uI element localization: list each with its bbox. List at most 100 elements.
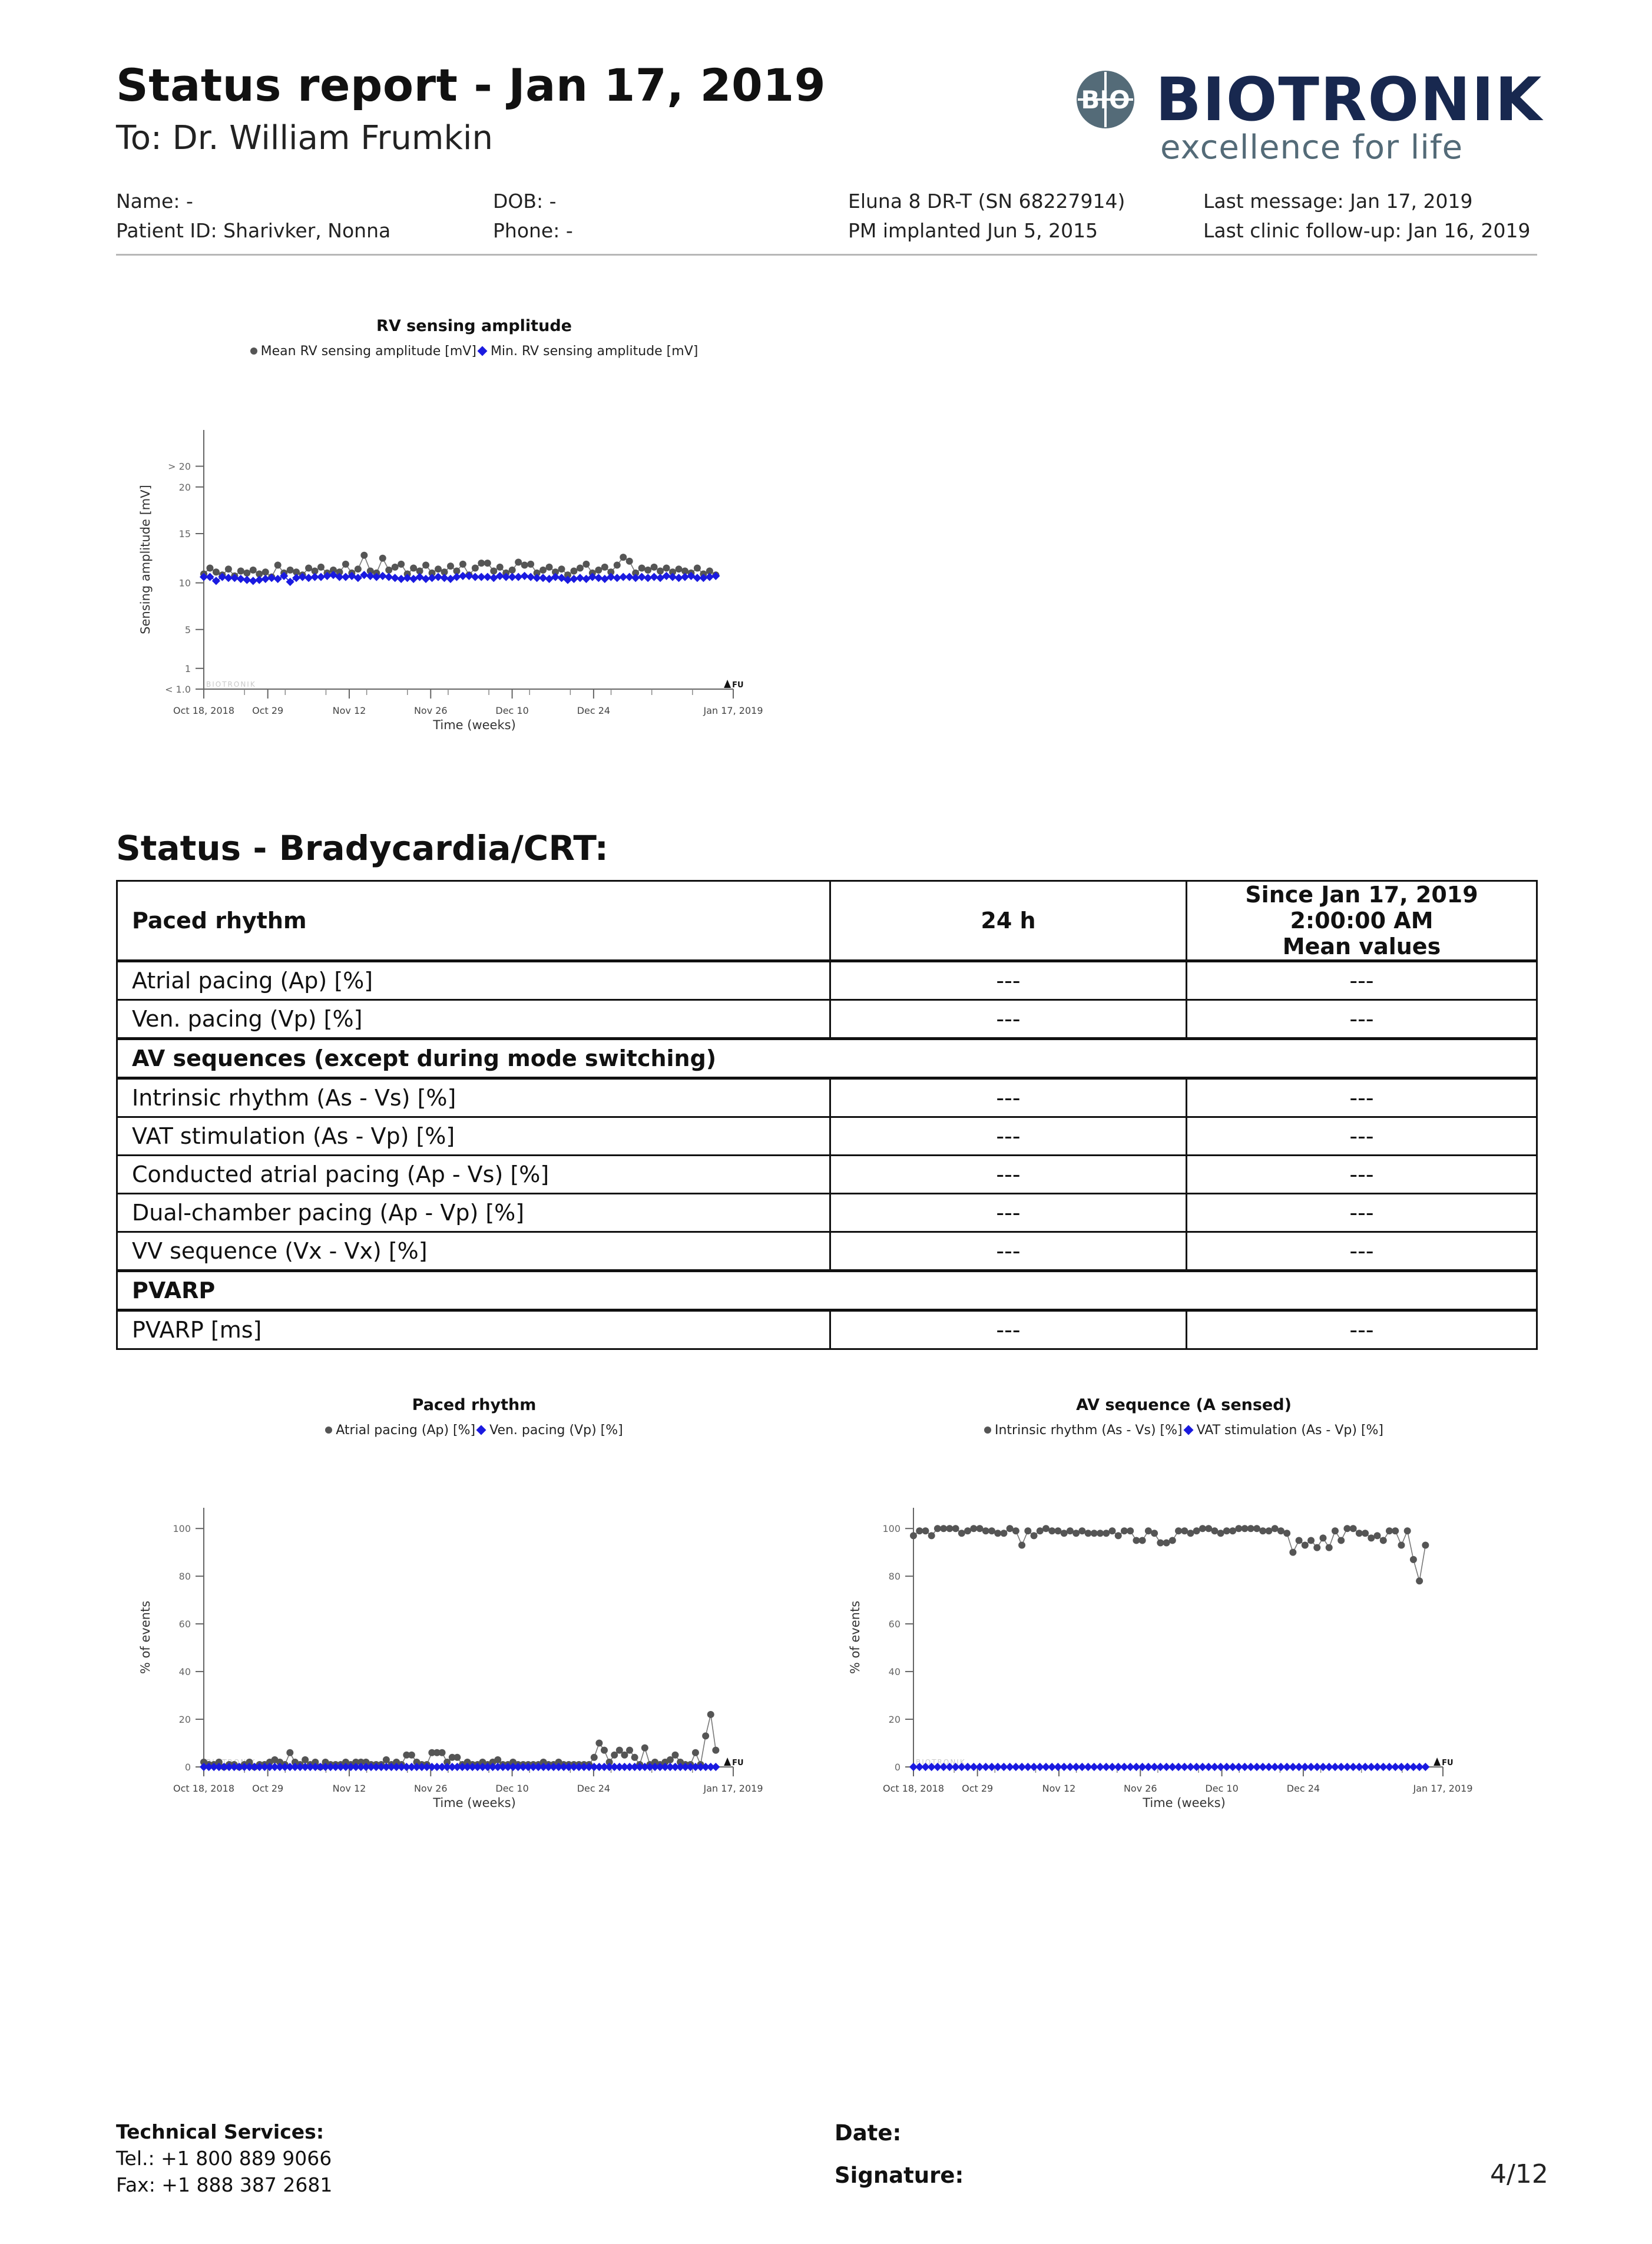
data-point [1090, 1530, 1098, 1537]
paced-chart-legend: Atrial pacing (Ap) [%] Ven. pacing (Vp) [… [180, 1423, 769, 1438]
data-point [613, 574, 621, 582]
data-point [1295, 1537, 1303, 1544]
data-point [958, 1530, 965, 1537]
header-24h: 24 h [829, 880, 1187, 962]
data-point [273, 574, 282, 583]
data-point [1385, 1527, 1393, 1535]
data-point [515, 558, 522, 566]
data-point [1283, 1530, 1291, 1537]
patient-name: Name: - [116, 190, 193, 213]
legend-asvs-label: Intrinsic rhythm (As - Vs) [%] [994, 1423, 1183, 1438]
data-point [385, 572, 393, 581]
data-point [1338, 1537, 1345, 1544]
data-point [459, 560, 466, 568]
last-followup: Last clinic follow-up: Jan 16, 2019 [1203, 219, 1531, 242]
data-point [410, 564, 418, 572]
row-value-24h: --- [829, 1193, 1187, 1233]
data-point [1163, 1539, 1170, 1547]
rv-sensing-chart: > 20 20 15 10 5 1 < 1.0 Sensing amplitude [mV] O… [138, 430, 763, 732]
data-point [590, 1753, 598, 1761]
data-point [570, 574, 578, 583]
y-axis-label: % of events [848, 1601, 862, 1674]
data-point [1144, 1527, 1152, 1535]
data-point [428, 574, 436, 582]
data-point [453, 567, 461, 575]
x-axis-label: Time (weeks) [432, 718, 516, 732]
data-point [588, 572, 597, 581]
data-point [1006, 1525, 1014, 1533]
data-point [520, 571, 529, 580]
row-label: PVARP [ms] [116, 1309, 831, 1350]
x-tick-label: Dec 10 [495, 1783, 528, 1794]
data-point [1368, 1534, 1375, 1542]
data-point [621, 1751, 628, 1759]
data-point [428, 569, 436, 577]
data-point [952, 1525, 959, 1533]
av-chart-title: AV sequence (A sensed) [1076, 1396, 1292, 1414]
data-point [305, 564, 313, 572]
row-value-24h: --- [829, 999, 1187, 1040]
data-point [224, 565, 232, 573]
data-point [237, 567, 244, 575]
data-point [249, 577, 257, 585]
logo-wordmark: BIOTRONIK [1156, 65, 1543, 135]
data-point [286, 566, 294, 574]
data-point [478, 560, 485, 567]
data-point [490, 567, 498, 575]
x-tick-label: Nov 26 [1124, 1783, 1157, 1794]
y-tick-label: 0 [185, 1762, 191, 1773]
data-point [206, 572, 214, 581]
data-point [582, 560, 590, 568]
data-point [452, 572, 461, 581]
data-point [256, 570, 263, 578]
data-point [458, 571, 467, 580]
data-point [329, 571, 338, 580]
data-point [625, 572, 634, 581]
data-point [342, 560, 349, 568]
data-point [249, 566, 257, 574]
data-point [650, 563, 658, 571]
row-value-24h: --- [829, 1077, 1187, 1118]
data-point [1030, 1532, 1038, 1540]
data-point [916, 1527, 923, 1535]
data-point [600, 1746, 608, 1754]
data-point [1078, 1527, 1086, 1535]
data-point [292, 574, 301, 582]
x-tick-label: Nov 12 [333, 705, 366, 716]
x-tick-label: Nov 12 [333, 1783, 366, 1794]
row-value-mean: --- [1186, 1231, 1538, 1272]
series-line [913, 1528, 1426, 1581]
biotronik-logo-icon: BIO [1077, 71, 1134, 128]
data-point [1307, 1537, 1315, 1544]
row-value-mean: --- [1186, 1116, 1538, 1156]
y-tick-label: 100 [882, 1523, 901, 1534]
row-value-mean: --- [1186, 1193, 1538, 1233]
data-point [336, 568, 343, 576]
row-value-mean: --- [1186, 1154, 1538, 1194]
data-point [471, 572, 479, 581]
legend-min-marker [477, 346, 488, 356]
data-point [1416, 1577, 1423, 1585]
data-point [539, 574, 548, 582]
table-row: PVARP [ms] --- --- [116, 1309, 1538, 1350]
data-point [1211, 1527, 1219, 1535]
data-point [341, 572, 350, 581]
legend-ap-label: Atrial pacing (Ap) [%] [336, 1423, 476, 1438]
data-point [552, 568, 560, 576]
data-point [600, 574, 609, 583]
data-point [1277, 1527, 1284, 1535]
data-point [224, 574, 233, 582]
row-value-24h: --- [829, 1231, 1187, 1272]
data-point [422, 574, 431, 583]
table-row: Atrial pacing (Ap) [%] --- --- [116, 960, 1538, 1001]
data-point [1349, 1525, 1357, 1533]
data-point [668, 572, 677, 581]
data-point [274, 561, 282, 569]
data-point [435, 565, 442, 573]
data-point [615, 1746, 623, 1754]
data-point [390, 574, 399, 582]
data-point [255, 575, 264, 584]
data-point [576, 564, 584, 572]
data-point [1187, 1530, 1194, 1537]
legend-mean-marker [250, 347, 257, 355]
